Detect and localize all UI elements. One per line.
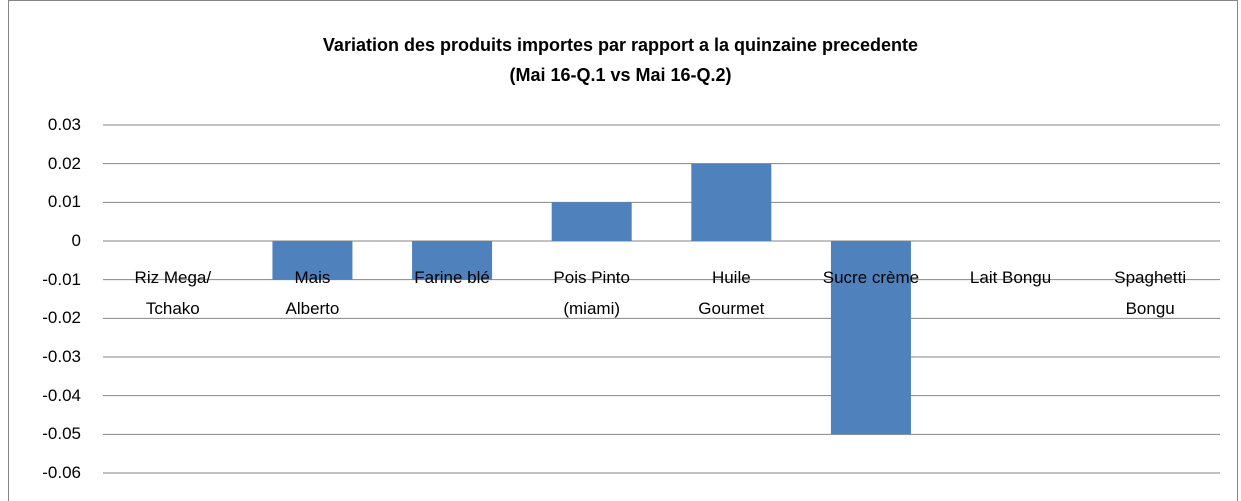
y-tick-label: 0.02 xyxy=(47,153,81,173)
bar xyxy=(551,202,632,241)
chart-subtitle: (Mai 16-Q.1 vs Mai 16-Q.2) xyxy=(509,65,732,85)
x-tick-label: Mais Alberto xyxy=(285,268,340,318)
bar xyxy=(830,241,911,435)
y-tick-label: -0.01 xyxy=(42,269,81,289)
x-tick-label: Pois Pinto (miami) xyxy=(553,268,630,318)
x-tick-label: Spaghetti Bongu xyxy=(1114,268,1187,318)
y-tick-label: -0.06 xyxy=(42,463,81,482)
chart-title: Variation des produits importes par rapp… xyxy=(322,35,919,55)
y-tick-label: -0.03 xyxy=(42,347,81,366)
bar xyxy=(412,241,493,280)
y-tick-label: -0.02 xyxy=(42,308,81,328)
x-tick-label: Sucre crème xyxy=(822,268,920,287)
y-tick-label: 0.03 xyxy=(47,115,81,134)
x-tick-label: Lait Bongu xyxy=(969,268,1052,287)
bar xyxy=(691,163,772,241)
x-tick-label: Riz Mega/ Tchako xyxy=(134,268,212,318)
y-tick-label: -0.04 xyxy=(42,385,81,405)
x-tick-label: Huile Gourmet xyxy=(698,268,765,318)
bar xyxy=(272,241,353,280)
y-tick-label: 0 xyxy=(71,231,81,250)
y-tick-label: -0.05 xyxy=(42,424,81,444)
y-tick-label: 0.01 xyxy=(47,192,81,212)
chart-border xyxy=(8,0,1238,501)
x-tick-label: Farine blé xyxy=(414,268,490,287)
